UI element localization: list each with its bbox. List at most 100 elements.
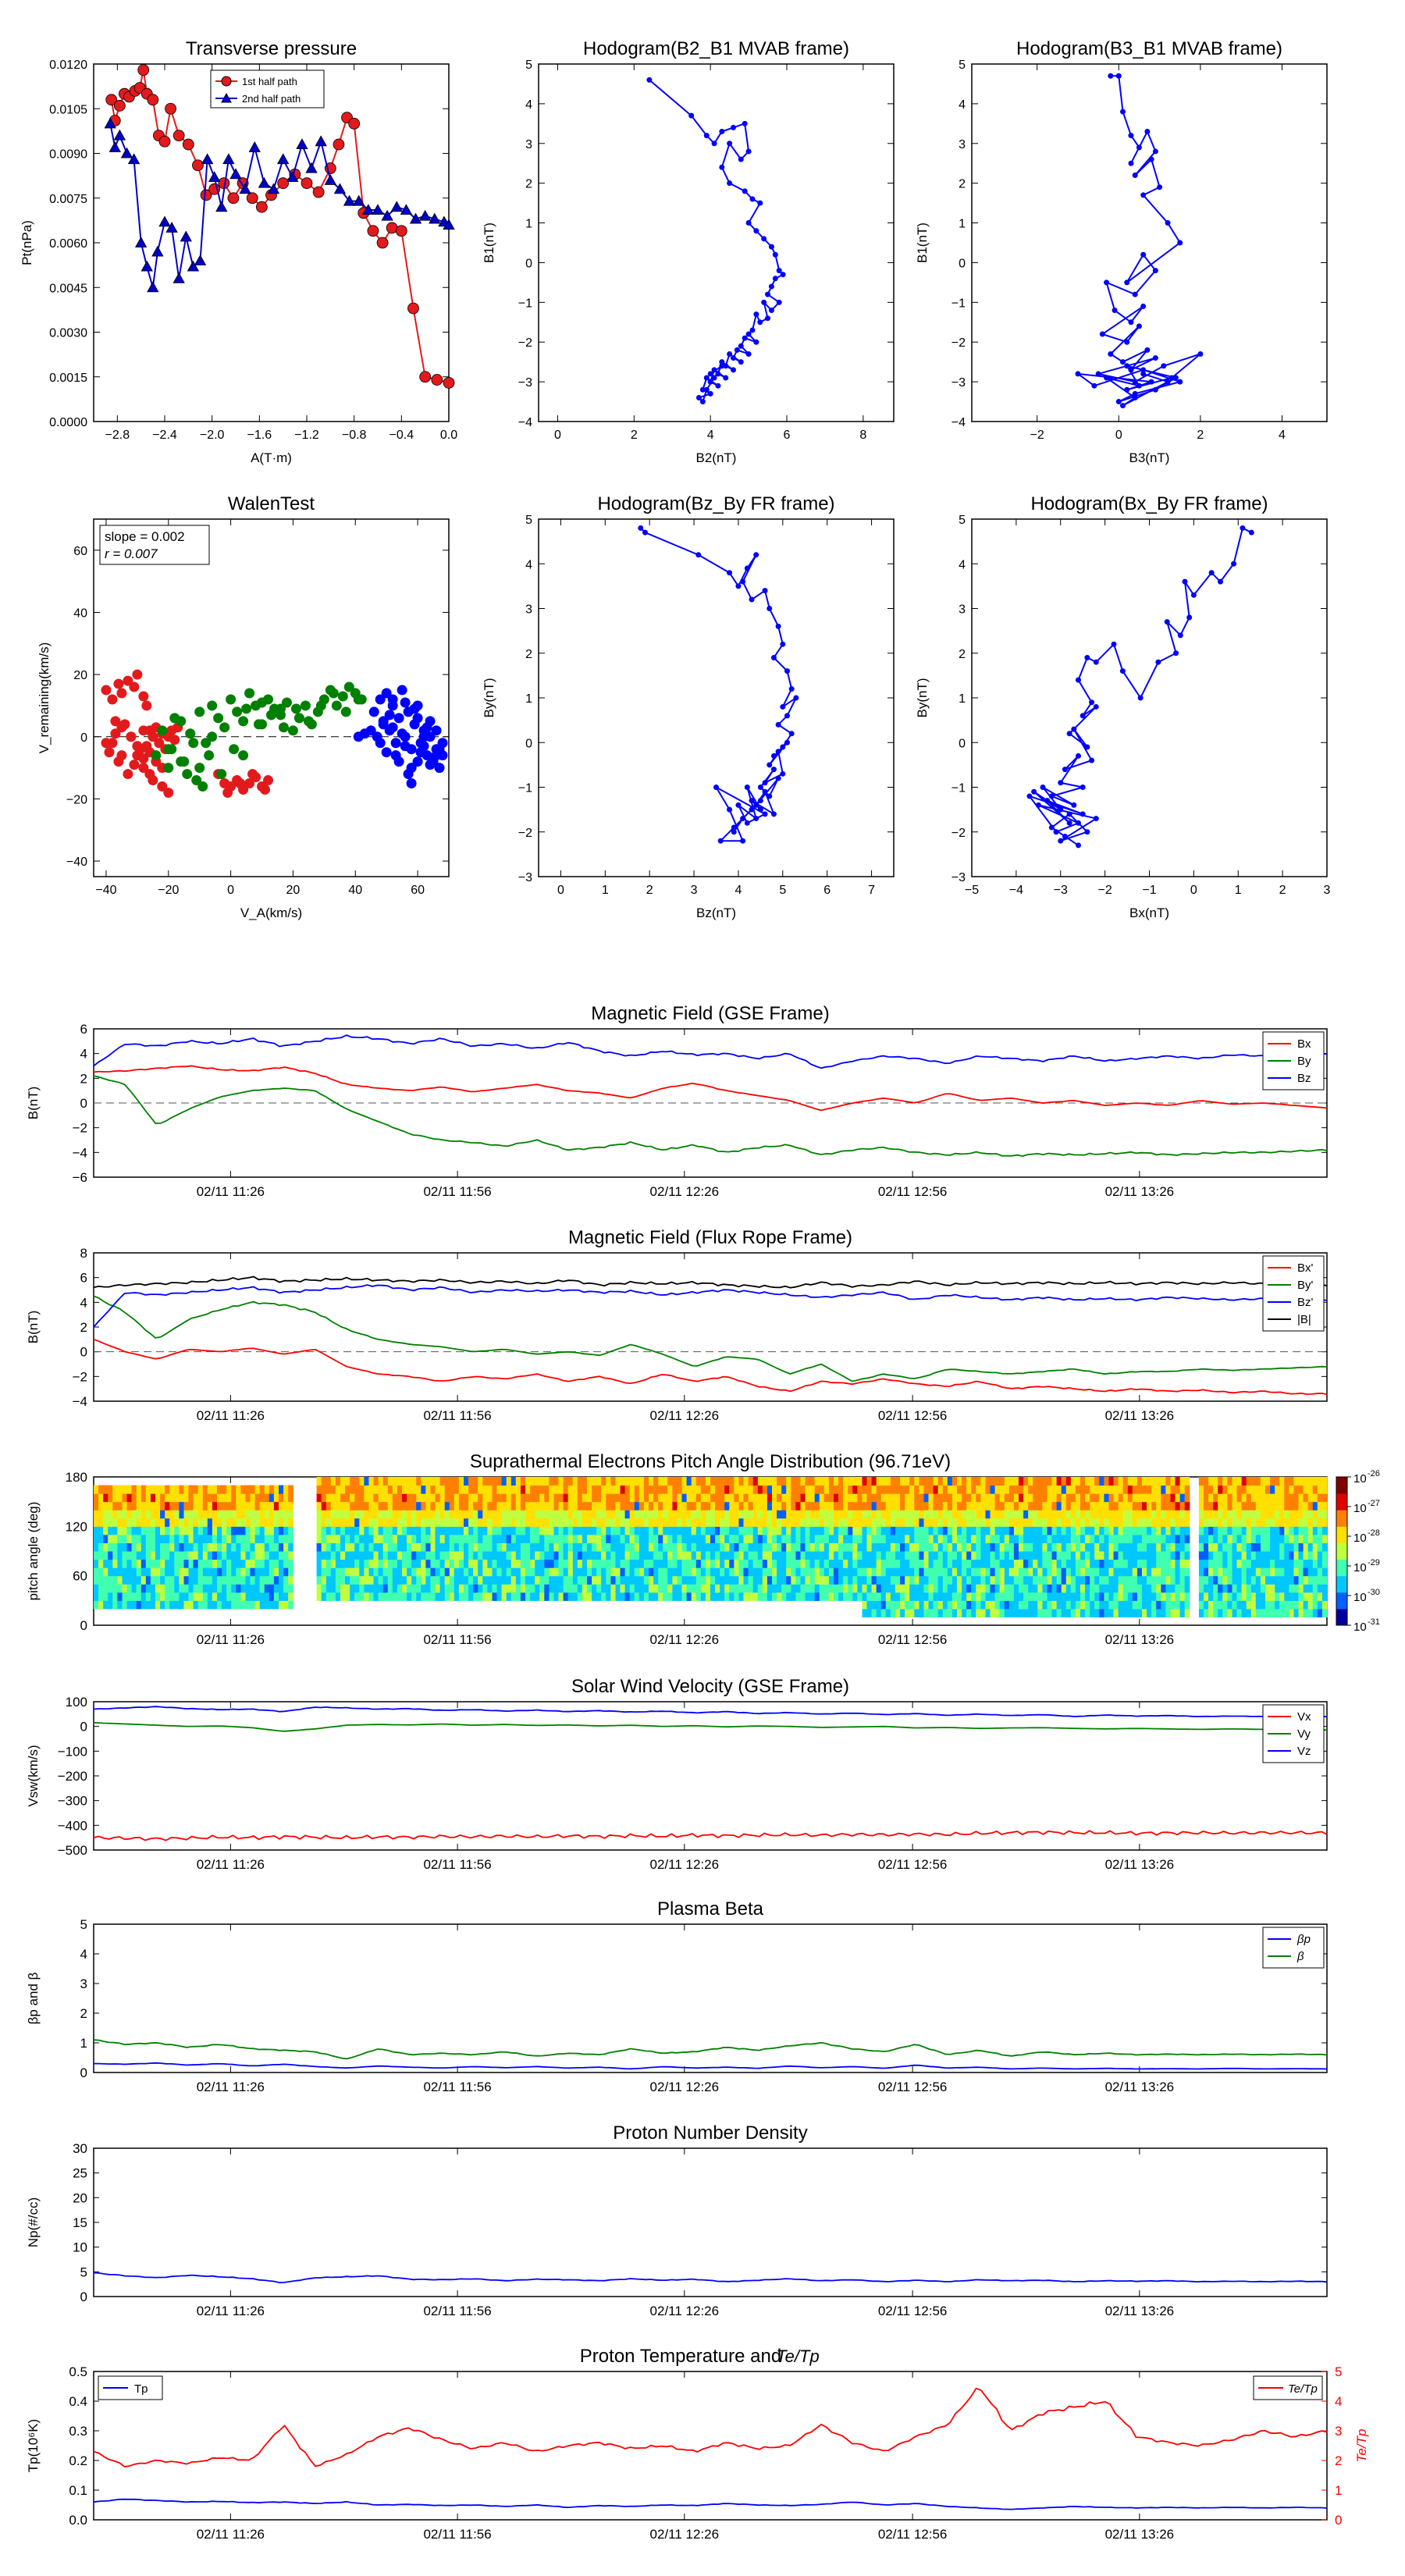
pad-cell	[245, 1517, 251, 1527]
pad-cell	[1241, 1493, 1247, 1503]
pad-cell	[567, 1567, 574, 1577]
pt-point	[227, 192, 240, 205]
pad-cell	[928, 1534, 934, 1543]
pad-cell	[240, 1600, 247, 1610]
pad-cell	[1099, 1592, 1104, 1601]
pad-cell	[563, 1542, 569, 1552]
pad-cell	[236, 1575, 241, 1585]
mf_fr-legend-label: |B|	[1297, 1313, 1311, 1326]
pad-cell	[1033, 1526, 1038, 1535]
pad-cell	[1312, 1567, 1318, 1577]
pad-cell	[587, 1526, 592, 1535]
pad-cell	[325, 1485, 332, 1494]
pad-cell	[976, 1559, 981, 1568]
pad-cell	[515, 1534, 521, 1543]
pad-cell	[957, 1493, 962, 1503]
pad-cell	[1227, 1517, 1233, 1527]
pad-cell	[1317, 1592, 1323, 1601]
pad-cell	[880, 1542, 887, 1552]
pad-cell	[1275, 1534, 1280, 1543]
pad-cell	[1270, 1592, 1275, 1601]
pad-cell	[1307, 1510, 1314, 1519]
pad-cell	[596, 1534, 602, 1543]
pad-cell	[454, 1510, 460, 1519]
pad-cell	[1307, 1600, 1314, 1610]
pad-cell	[1279, 1485, 1285, 1494]
h2-xtick-label: 0	[1115, 429, 1122, 442]
pad-cell	[407, 1542, 412, 1552]
pad-cell	[791, 1493, 796, 1503]
pad-cell	[279, 1526, 284, 1535]
h2-point	[1099, 331, 1105, 337]
pad-cell	[767, 1559, 773, 1568]
pad-cell	[402, 1485, 407, 1494]
pad-cell	[165, 1517, 170, 1527]
pad-cell	[1013, 1526, 1019, 1535]
pad-cell	[373, 1493, 379, 1503]
pad-cell	[250, 1592, 256, 1601]
pad-cell	[710, 1477, 716, 1486]
pad-cell	[458, 1493, 464, 1503]
pad-cell	[848, 1575, 853, 1585]
pad-cell	[1246, 1534, 1252, 1543]
pad-cell	[990, 1584, 996, 1593]
pad-cell	[653, 1493, 659, 1503]
pad-cell	[1270, 1517, 1275, 1527]
pad-cell	[1023, 1534, 1029, 1543]
pad-cell	[743, 1559, 749, 1568]
pad-cell	[677, 1510, 683, 1519]
pad-cell	[1175, 1510, 1181, 1519]
pad-cell	[795, 1575, 802, 1585]
pad-cell	[994, 1592, 1001, 1601]
pad-cell	[183, 1493, 190, 1503]
pad-cell	[1246, 1559, 1252, 1568]
h1-point	[731, 124, 737, 130]
pad-cell	[454, 1575, 460, 1585]
pad-cell	[1127, 1485, 1133, 1494]
pad-cell	[629, 1567, 635, 1577]
pad-cell	[577, 1501, 583, 1510]
pad-cell	[288, 1510, 293, 1519]
pad-cell	[1284, 1493, 1289, 1503]
pad-colorbar-exponent: -31	[1368, 1617, 1380, 1627]
pad-cell	[971, 1517, 976, 1527]
pad-cell	[1132, 1575, 1138, 1585]
pt-point	[348, 117, 361, 130]
pad-cell	[245, 1510, 251, 1519]
pad-cell	[1260, 1526, 1266, 1535]
pad-cell	[174, 1600, 180, 1610]
h3-point	[793, 695, 799, 701]
pad-cell	[501, 1526, 507, 1535]
pad-cell	[1085, 1559, 1090, 1568]
pad-cell	[1303, 1501, 1309, 1510]
pad-cell	[1061, 1567, 1067, 1577]
h4-point	[1066, 731, 1072, 737]
h1-point	[753, 311, 759, 318]
pad-cell	[217, 1559, 222, 1568]
pad-cell	[1241, 1584, 1247, 1593]
h4-point	[1071, 802, 1077, 808]
pad-cell	[695, 1592, 702, 1601]
pad-cell	[487, 1567, 493, 1577]
pad-cell	[1275, 1501, 1280, 1510]
pad-cell	[1270, 1477, 1275, 1486]
pad-cell	[905, 1600, 910, 1610]
pad-cell	[1075, 1592, 1081, 1601]
pad-cell	[1175, 1575, 1181, 1585]
pad-cell	[1108, 1517, 1115, 1527]
pad-cell	[1023, 1551, 1029, 1560]
pad-cell	[402, 1510, 407, 1519]
pad-cell	[1075, 1477, 1081, 1486]
pad-cell	[1222, 1485, 1228, 1494]
pad-cell	[468, 1542, 474, 1552]
pad-cell	[966, 1600, 972, 1610]
pad-cell	[1104, 1542, 1110, 1552]
pad-cell	[1321, 1608, 1328, 1617]
pad-cell	[94, 1510, 99, 1519]
pad-cell	[823, 1493, 830, 1503]
pad-cell	[1013, 1534, 1019, 1543]
pad-cell	[667, 1575, 673, 1585]
pad-cell	[530, 1567, 535, 1577]
pad-cell	[439, 1534, 446, 1543]
walen-point	[337, 691, 348, 702]
